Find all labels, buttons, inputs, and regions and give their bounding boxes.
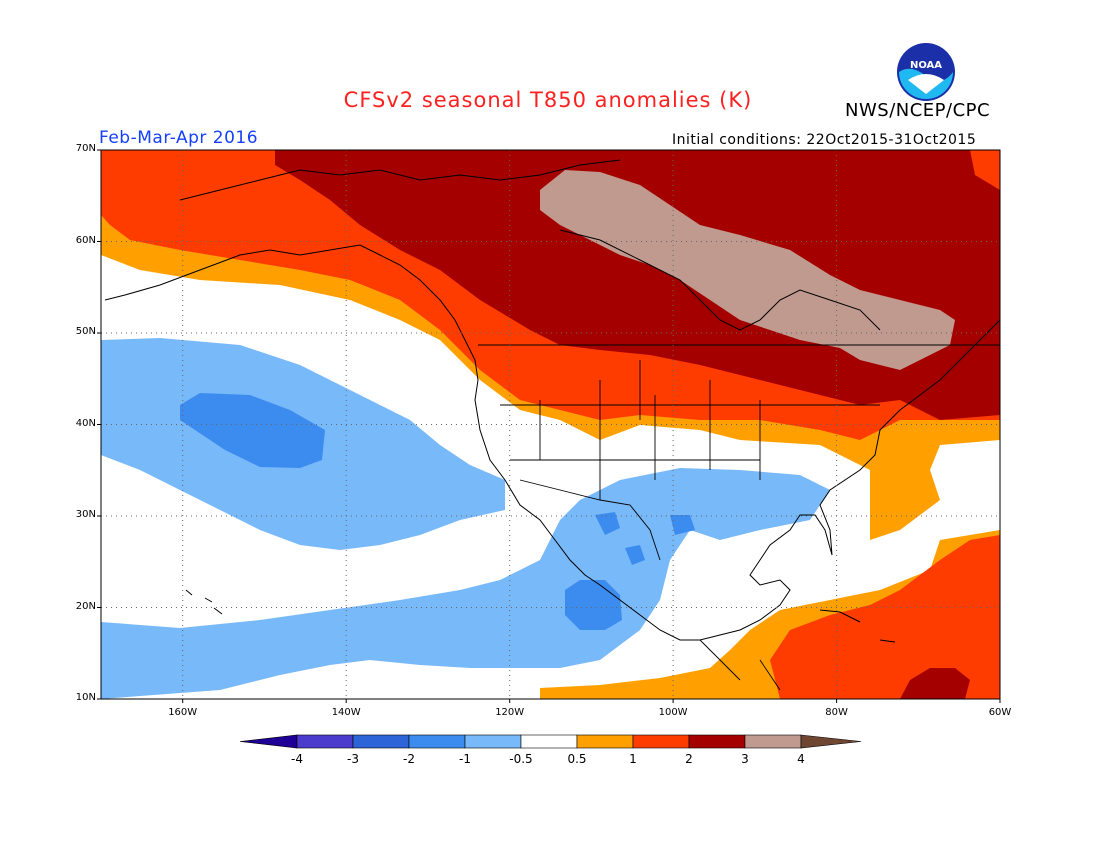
map-title: CFSv2 seasonal T850 anomalies (K)	[343, 88, 753, 112]
lat-label: 60N	[75, 235, 96, 246]
colorbar-swatch	[744, 734, 802, 749]
band-2-3-south	[900, 668, 970, 699]
colorbar-swatch	[352, 734, 410, 749]
lat-label: 10N	[75, 692, 96, 703]
lon-label: 80W	[825, 707, 848, 718]
lon-label: 100W	[658, 707, 688, 718]
colorbar-swatch	[464, 734, 522, 749]
colorbar-tick-label: -1	[459, 752, 471, 766]
colorbar-end-high	[800, 734, 862, 749]
colorbar	[239, 734, 862, 749]
colorbar-tick-label: 4	[797, 752, 805, 766]
colorbar-swatch	[296, 734, 354, 749]
svg-text:NOAA: NOAA	[910, 60, 942, 71]
band-m1-m2-pacific	[180, 393, 325, 468]
colorbar-swatch	[520, 734, 578, 749]
band-m1-m2-mexico	[565, 580, 622, 630]
colorbar-tick-label: -2	[403, 752, 415, 766]
lon-label: 60W	[988, 707, 1012, 718]
lat-label: 50N	[75, 326, 96, 337]
colorbar-tick-label: 0.5	[567, 752, 587, 766]
forecast-period: Feb-Mar-Apr 2016	[99, 128, 259, 148]
coastlines	[104, 159, 1000, 643]
political-borders	[478, 344, 1000, 691]
lon-label: 140W	[331, 707, 361, 718]
lat-label: 70N	[75, 143, 96, 154]
colorbar-tick-label: -3	[347, 752, 359, 766]
lon-label: 120W	[495, 707, 525, 718]
noaa-logo: NOAA	[897, 43, 955, 101]
agency-label: NWS/NCEP/CPC	[845, 100, 991, 121]
lat-label: 30N	[75, 509, 96, 520]
lon-label: 160W	[168, 707, 198, 718]
anomaly-shading	[101, 150, 1000, 699]
lat-label: 40N	[75, 418, 96, 429]
band-3-4-north	[540, 170, 955, 370]
initial-conditions: Initial conditions: 22Oct2015-31Oct2015	[672, 132, 977, 148]
colorbar-swatch	[688, 734, 746, 749]
band-1-2-south	[770, 535, 1000, 699]
band-m1-m2-texas	[595, 512, 695, 565]
band-2-3-north	[275, 150, 1000, 420]
colorbar-tick-label: -4	[291, 752, 303, 766]
lat-label: 20N	[75, 601, 96, 612]
colorbar-tick-label: 2	[685, 752, 693, 766]
colorbar-swatch	[576, 734, 634, 749]
colorbar-swatch	[632, 734, 690, 749]
colorbar-swatch	[408, 734, 466, 749]
colorbar-tick-label: 1	[629, 752, 637, 766]
colorbar-end-low	[239, 734, 298, 749]
band-m05-m1-south	[101, 468, 830, 699]
colorbar-tick-label: -0.5	[509, 752, 533, 766]
colorbar-tick-label: 3	[741, 752, 749, 766]
